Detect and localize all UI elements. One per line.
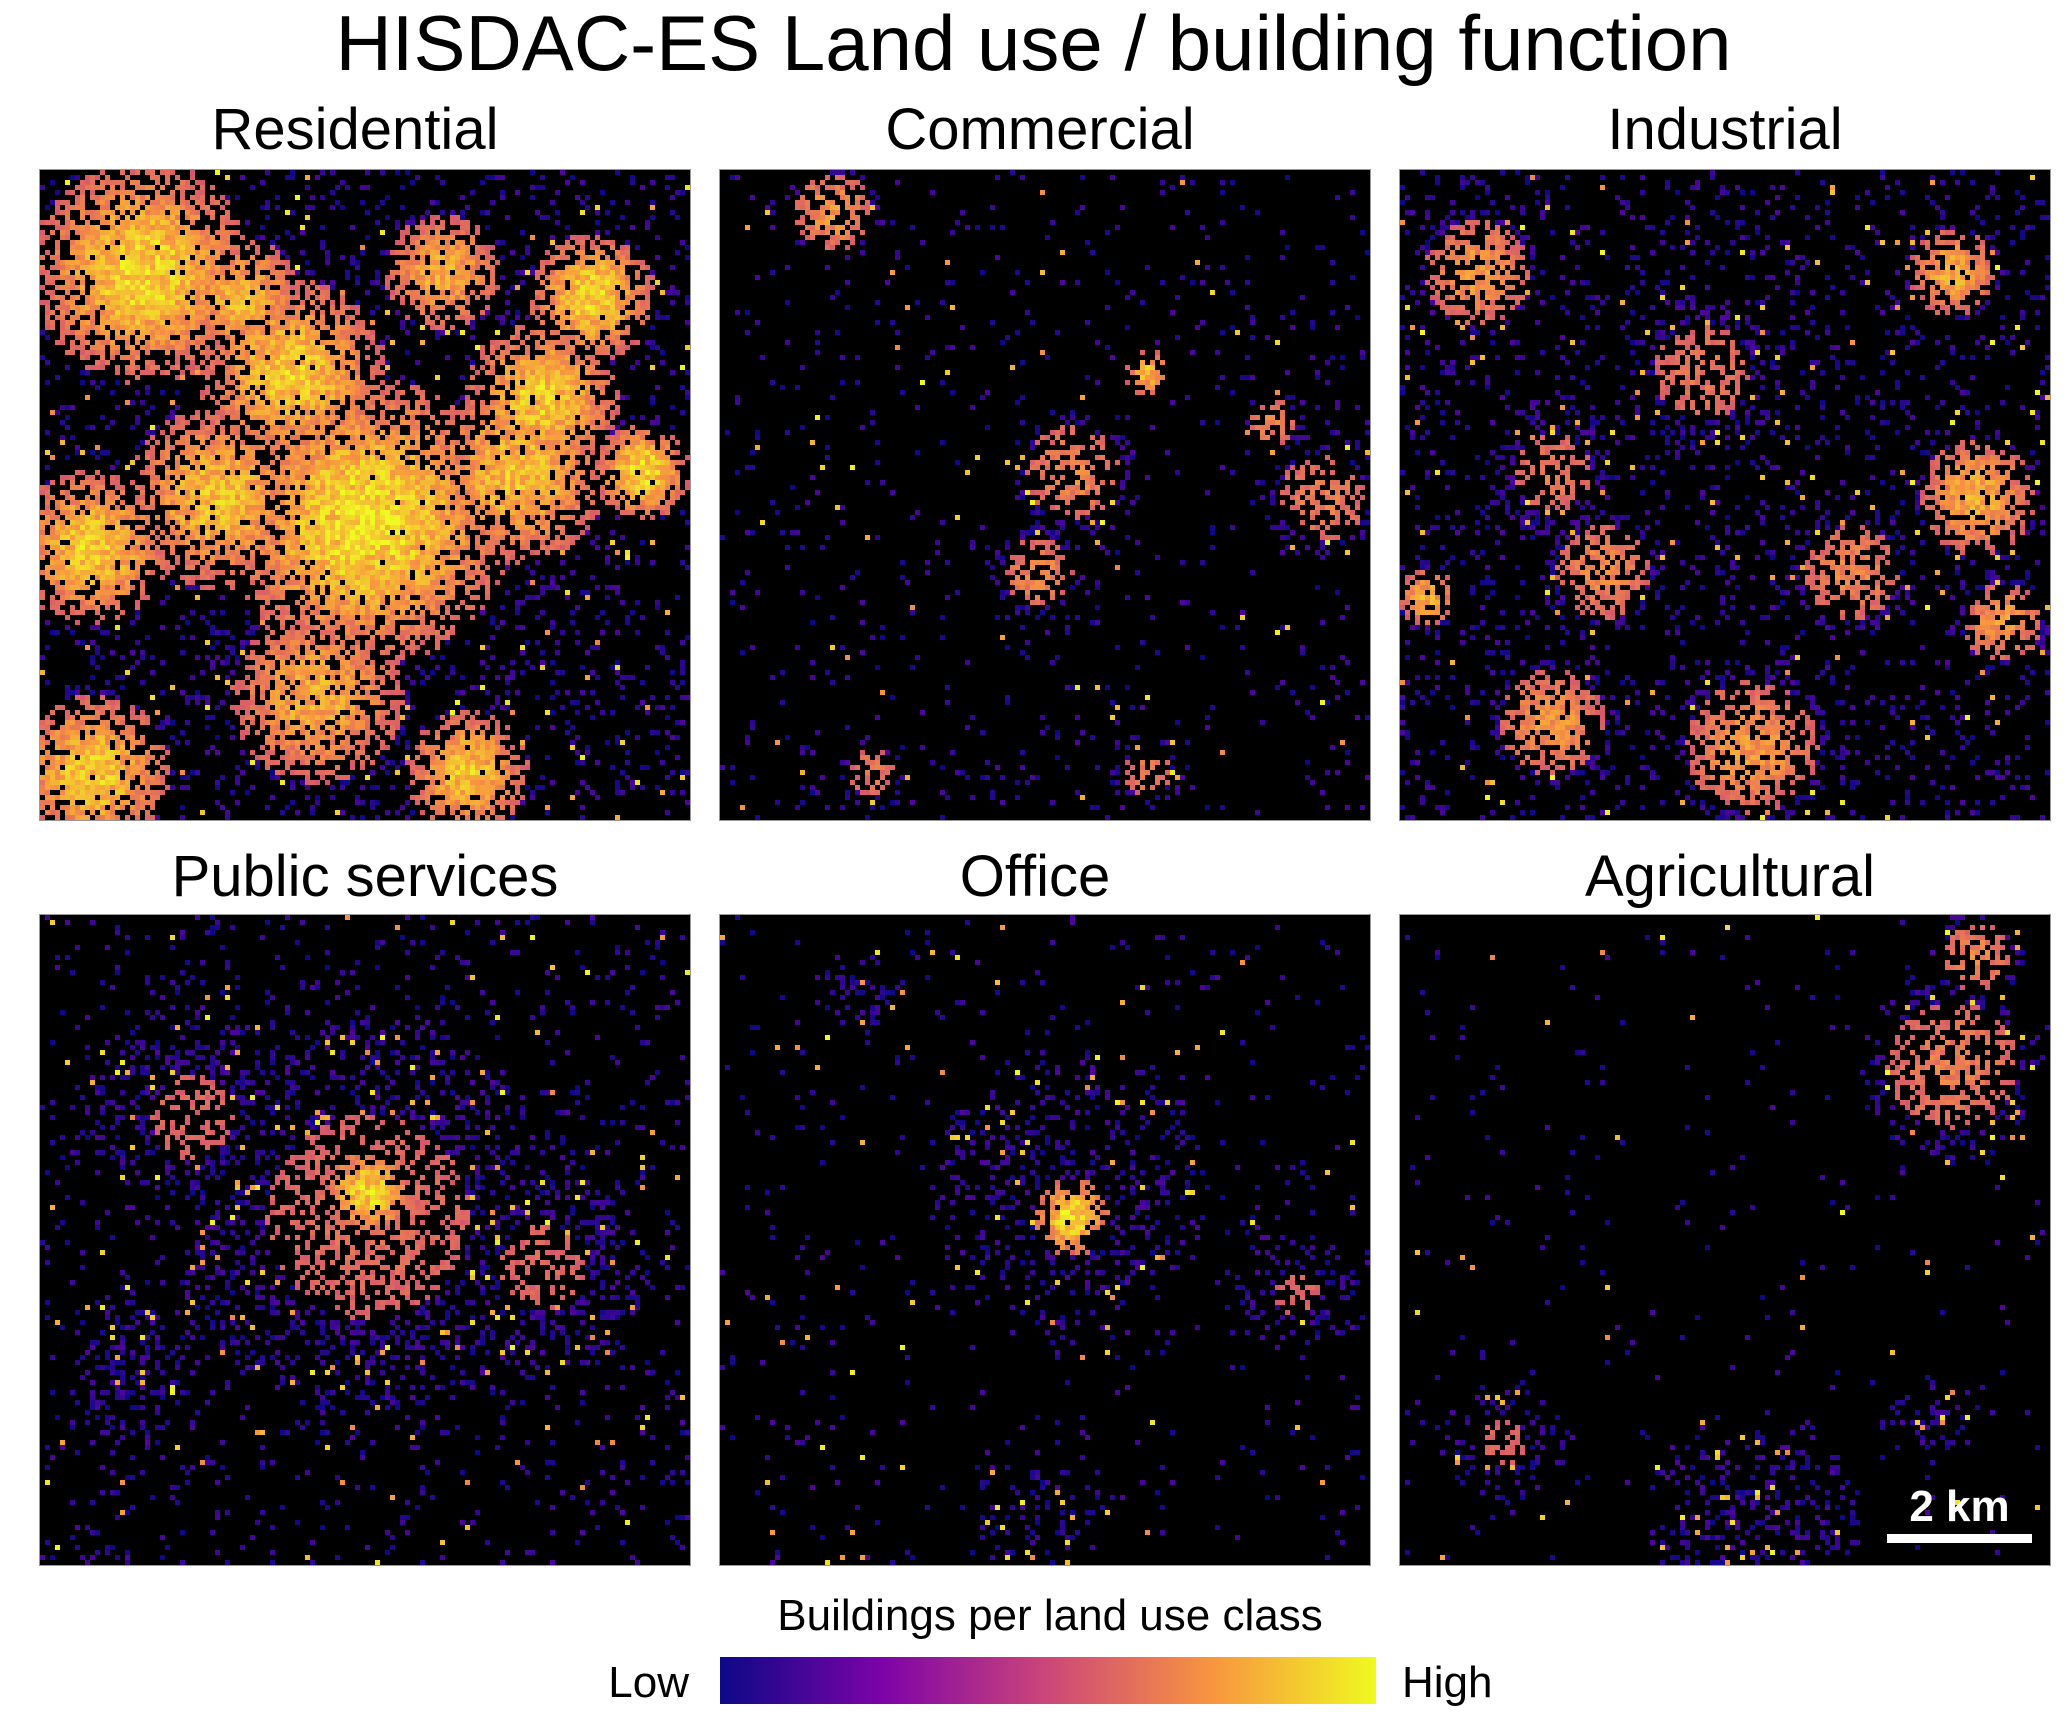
map-panel-office	[720, 915, 1370, 1565]
panel-title-residential: Residential	[211, 97, 499, 162]
heatmap-public-services	[40, 915, 690, 1565]
panel-title-agricultural: Agricultural	[1584, 844, 1876, 909]
heatmap-commercial	[720, 170, 1370, 820]
legend-high-label: High	[1402, 1658, 1493, 1707]
scale-bar-label: 2 km	[1909, 1482, 2010, 1531]
heatmap-industrial	[1400, 170, 2050, 820]
heatmap-residential	[40, 170, 690, 820]
map-panel-residential	[40, 170, 690, 820]
map-panel-commercial	[720, 170, 1370, 820]
panel-title-industrial: Industrial	[1607, 97, 1843, 162]
heatmap-agricultural	[1400, 915, 2050, 1565]
legend-low-label: Low	[608, 1658, 689, 1707]
scale-bar-line	[1887, 1534, 2032, 1543]
legend-title: Buildings per land use class	[777, 1591, 1323, 1640]
map-panel-industrial	[1400, 170, 2050, 820]
scale-bar: 2 km	[1887, 1482, 2032, 1543]
colorbar	[720, 1657, 1376, 1704]
figure-title: HISDAC-ES Land use / building function	[335, 0, 1732, 87]
heatmap-office	[720, 915, 1370, 1565]
panel-title-commercial: Commercial	[885, 97, 1195, 162]
panel-title-public-services: Public services	[171, 844, 559, 909]
panel-title-office: Office	[959, 844, 1111, 909]
map-panel-agricultural: 2 km	[1400, 915, 2050, 1565]
map-panel-public-services	[40, 915, 690, 1565]
